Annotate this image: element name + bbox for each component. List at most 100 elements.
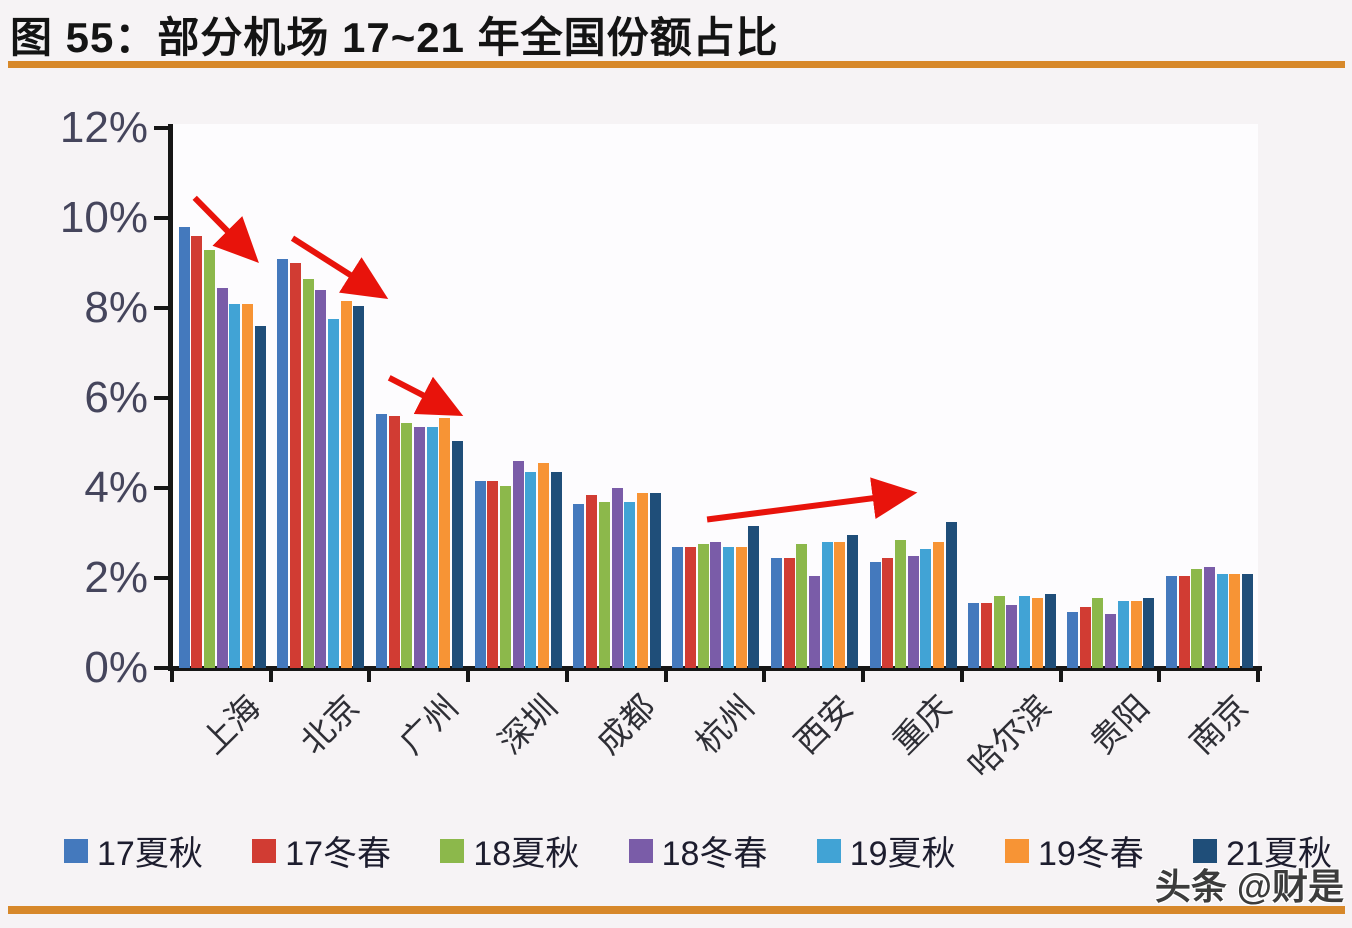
bar-17冬春-广州 <box>388 416 400 668</box>
bar-19冬春-广州 <box>439 418 451 668</box>
bar-18冬春-西安 <box>808 575 820 668</box>
bar-19冬春-哈尔滨 <box>1031 598 1043 668</box>
y-axis-tick <box>154 576 169 580</box>
x-axis-tick <box>268 668 273 682</box>
bar-18冬春-贵阳 <box>1105 614 1117 668</box>
legend-item-19冬春: 19冬春 <box>1004 826 1144 875</box>
bar-19夏秋-重庆 <box>920 548 932 668</box>
bar-17冬春-重庆 <box>882 557 894 668</box>
legend-swatch <box>252 838 277 863</box>
bar-17冬春-南京 <box>1178 575 1190 668</box>
legend-item-17夏秋: 17夏秋 <box>64 826 203 875</box>
bar-17夏秋-深圳 <box>474 481 486 668</box>
bar-18夏秋-哈尔滨 <box>993 596 1005 668</box>
bar-19冬春-贵阳 <box>1130 600 1142 668</box>
legend-label: 18夏秋 <box>473 835 580 873</box>
y-axis-label: 6% <box>84 373 148 422</box>
bar-17冬春-深圳 <box>487 481 499 668</box>
figure-title: 图 55：部分机场 17~21 年全国份额占比 <box>10 14 779 61</box>
legend-item-18冬春: 18冬春 <box>628 826 768 875</box>
bar-19夏秋-西安 <box>821 542 833 668</box>
bar-17夏秋-北京 <box>277 258 289 668</box>
bar-21夏秋-西安 <box>847 535 859 668</box>
bar-19夏秋-北京 <box>328 319 340 668</box>
x-axis-tick <box>170 668 174 682</box>
bar-21夏秋-南京 <box>1242 573 1253 668</box>
legend-item-19夏秋: 19夏秋 <box>816 826 956 875</box>
bar-18夏秋-深圳 <box>500 485 512 668</box>
x-axis-tick <box>861 668 866 682</box>
y-axis-label: 2% <box>84 553 148 602</box>
legend-swatch <box>64 838 88 863</box>
bar-17冬春-上海 <box>191 236 203 668</box>
legend-swatch <box>816 838 841 863</box>
bar-17夏秋-上海 <box>178 227 190 668</box>
watermark: 头条 @财是 <box>1154 866 1344 907</box>
bar-17夏秋-广州 <box>375 413 387 668</box>
x-axis-tick <box>1058 668 1063 682</box>
y-axis-label: 8% <box>84 283 148 332</box>
legend-swatch <box>440 838 465 863</box>
bar-21夏秋-深圳 <box>550 472 562 668</box>
bar-19夏秋-广州 <box>426 427 438 668</box>
y-axis-tick <box>154 486 169 490</box>
x-axis-tick <box>959 668 964 682</box>
legend: 17夏秋 17冬春 18夏秋 18冬春 19夏秋 19冬春 21夏秋 <box>64 826 1332 875</box>
legend-label: 21夏秋 <box>1226 835 1332 873</box>
x-axis-tick <box>1256 668 1261 682</box>
x-axis-tick <box>466 668 471 682</box>
legend-label: 17冬春 <box>285 835 392 873</box>
bar-19冬春-南京 <box>1229 573 1241 668</box>
bar-21夏秋-北京 <box>353 305 365 668</box>
bar-19冬春-西安 <box>834 542 846 668</box>
bar-21夏秋-贵阳 <box>1143 598 1155 668</box>
bar-18冬春-广州 <box>414 427 426 668</box>
bar-18夏秋-贵阳 <box>1092 598 1104 668</box>
legend-item-21夏秋: 21夏秋 <box>1193 826 1332 875</box>
x-axis-tick <box>762 668 767 682</box>
bar-19冬春-重庆 <box>933 542 945 668</box>
y-axis-label: 12% <box>59 103 148 152</box>
x-axis-tick <box>367 668 372 682</box>
bar-19夏秋-深圳 <box>525 472 537 668</box>
bar-21夏秋-重庆 <box>945 521 957 668</box>
bar-17夏秋-杭州 <box>672 546 684 668</box>
bar-21夏秋-哈尔滨 <box>1044 593 1056 668</box>
bar-18夏秋-成都 <box>598 501 610 668</box>
legend-item-18夏秋: 18夏秋 <box>440 826 579 875</box>
legend-item-17冬春: 17冬春 <box>252 826 391 875</box>
bar-19夏秋-上海 <box>229 303 241 668</box>
x-axis <box>168 666 1262 671</box>
bar-17冬春-成都 <box>586 494 598 668</box>
legend-label: 19冬春 <box>1037 835 1144 873</box>
bar-19夏秋-杭州 <box>722 546 734 668</box>
bar-17冬春-北京 <box>289 263 301 668</box>
legend-swatch <box>628 838 653 863</box>
bar-18夏秋-重庆 <box>895 539 906 668</box>
bar-19冬春-上海 <box>242 303 253 668</box>
bar-18冬春-南京 <box>1203 566 1215 668</box>
x-axis-tick <box>564 668 569 682</box>
bar-18夏秋-南京 <box>1191 569 1203 668</box>
bar-19夏秋-成都 <box>624 501 636 668</box>
bar-18夏秋-北京 <box>302 278 314 668</box>
legend-label: 18冬春 <box>661 835 768 873</box>
bar-18夏秋-上海 <box>203 249 215 668</box>
legend-swatch <box>1004 838 1029 863</box>
bar-18夏秋-杭州 <box>697 544 709 668</box>
bar-21夏秋-杭州 <box>748 526 760 668</box>
y-axis-tick <box>154 306 169 310</box>
legend-swatch <box>1193 838 1218 863</box>
y-axis-tick <box>154 126 169 130</box>
bar-18冬春-成都 <box>611 488 623 668</box>
bar-18夏秋-广州 <box>401 422 413 668</box>
bar-17冬春-杭州 <box>684 546 696 668</box>
legend-label: 19夏秋 <box>849 835 956 873</box>
x-axis-tick <box>663 668 668 682</box>
bar-21夏秋-成都 <box>649 492 661 668</box>
bar-18夏秋-西安 <box>796 544 808 668</box>
bar-19冬春-成都 <box>636 492 648 668</box>
bar-18冬春-北京 <box>315 290 327 668</box>
bar-21夏秋-上海 <box>254 326 266 668</box>
